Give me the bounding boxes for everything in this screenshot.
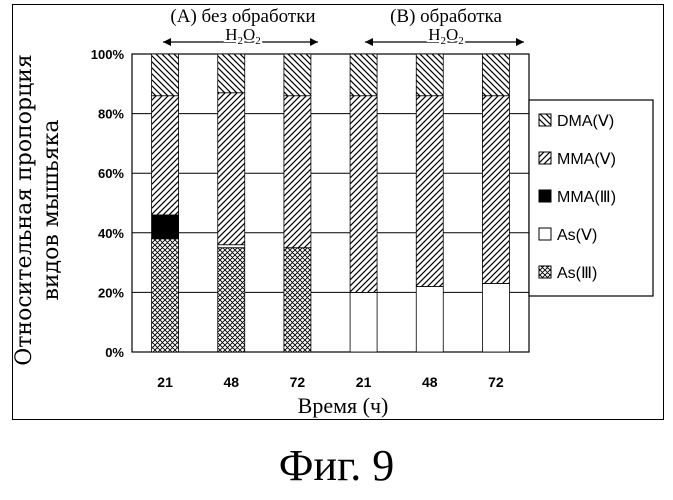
- bar-segment-dma5: [152, 54, 179, 96]
- y-tick-label: 80%: [98, 107, 124, 122]
- legend-label-as5: As(Ⅴ): [557, 227, 597, 244]
- legend-swatch-as5: [539, 228, 551, 240]
- bar-segment-mma5: [218, 93, 245, 245]
- bar-segment-dma5: [218, 54, 245, 93]
- legend-swatch-dma5: [539, 114, 551, 126]
- bar-segment-as5: [218, 245, 245, 248]
- bar-segment-as3: [284, 248, 311, 352]
- group-sublabel-b: H2O2: [428, 25, 464, 47]
- y-tick-label: 40%: [98, 226, 124, 241]
- legend-swatch-mma5: [539, 152, 551, 164]
- group-annotations: (A) без обработки (B) обработка H2O2 H2O…: [163, 6, 524, 47]
- bar-segment-dma5: [482, 54, 509, 96]
- legend-swatch-mma3: [539, 190, 551, 202]
- group-sublabel-a: H2O2: [225, 25, 261, 47]
- bar-segment-mma3: [152, 215, 179, 239]
- x-tick-label: 48: [223, 374, 239, 390]
- figure-caption: Фиг. 9: [0, 440, 673, 491]
- legend-swatch-as3: [539, 266, 551, 278]
- bar-segment-as5: [416, 286, 443, 352]
- x-axis-label: Время (ч): [298, 393, 389, 418]
- y-tick-label: 20%: [98, 285, 124, 300]
- x-tick-label: 72: [290, 374, 306, 390]
- legend: DMA(Ⅴ) MMA(Ⅴ) MMA(Ⅲ) As(Ⅴ) As(Ⅲ): [529, 100, 653, 296]
- y-tick-label: 0%: [105, 345, 124, 360]
- bar-segment-dma5: [350, 54, 377, 96]
- bar-segment-dma5: [416, 54, 443, 96]
- x-tick-label: 21: [356, 374, 372, 390]
- bar-segment-mma5: [152, 96, 179, 215]
- group-label-a: (A) без обработки: [170, 6, 315, 27]
- x-tick-label: 72: [488, 374, 504, 390]
- group-label-b: (B) обработка: [390, 6, 502, 27]
- bar-segment-as5: [482, 283, 509, 352]
- bar-segment-mma5: [416, 96, 443, 287]
- y-tick-label: 60%: [98, 166, 124, 181]
- plot-area: 0% 20% 40% 60% 80% 100% 21 48 72 21 48 72: [91, 47, 529, 390]
- bar-segment-as3: [218, 248, 245, 352]
- bar-segment-as3: [152, 239, 179, 352]
- bar-segment-mma5: [350, 96, 377, 293]
- plot-border: [132, 54, 529, 352]
- legend-label-as3: As(Ⅲ): [557, 265, 597, 282]
- y-tick-label: 100%: [91, 47, 125, 62]
- stacked-bar-chart: (A) без обработки (B) обработка H2O2 H2O…: [0, 0, 673, 430]
- x-tick-label: 48: [422, 374, 438, 390]
- bar-segment-as5: [350, 292, 377, 352]
- bar-segment-mma5: [482, 96, 509, 284]
- legend-label-mma3: MMA(Ⅲ): [557, 189, 616, 206]
- bar-segment-dma5: [284, 54, 311, 96]
- legend-label-dma5: DMA(Ⅴ): [557, 113, 614, 130]
- x-tick-label: 21: [157, 374, 173, 390]
- legend-label-mma5: MMA(Ⅴ): [557, 151, 616, 168]
- bar-segment-mma5: [284, 96, 311, 248]
